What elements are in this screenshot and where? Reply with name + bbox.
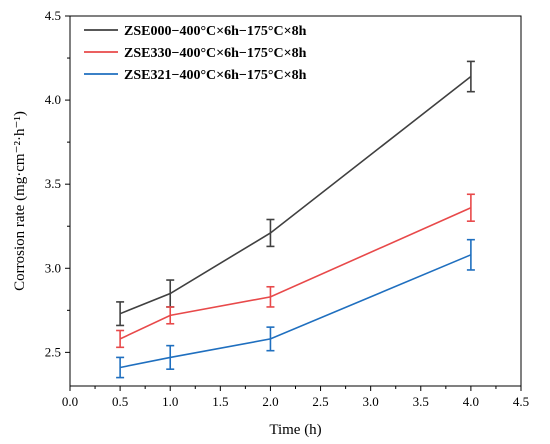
x-tick-label: 1.0 [162, 394, 178, 409]
y-axis-title: Corrosion rate (mg·cm⁻²·h⁻¹) [12, 111, 28, 291]
y-tick-label: 3.0 [45, 260, 61, 275]
legend: ZSE000−400°C×6h−175°C×8h ZSE330−400°C×6h−… [84, 24, 307, 83]
y-tick-label: 4.0 [45, 92, 61, 107]
series-1 [116, 193, 475, 349]
series-layer [116, 60, 475, 379]
legend-label: ZSE321−400°C×6h−175°C×8h [124, 68, 307, 83]
legend-item: ZSE330−400°C×6h−175°C×8h [84, 46, 307, 61]
series-line [119, 254, 472, 369]
legend-label: ZSE000−400°C×6h−175°C×8h [124, 24, 307, 39]
series-line [119, 206, 472, 340]
x-tick-label: 2.5 [312, 394, 328, 409]
x-tick-label: 0.5 [112, 394, 128, 409]
x-axis: 0.0 0.5 1.0 1.5 2.0 2.5 3.0 3.5 4.0 4.5 [62, 386, 529, 409]
y-tick-label: 2.5 [45, 344, 61, 359]
legend-label: ZSE330−400°C×6h−175°C×8h [124, 46, 307, 61]
x-tick-label: 4.0 [463, 394, 479, 409]
series-line [119, 75, 472, 315]
x-tick-label: 1.5 [212, 394, 228, 409]
x-tick-label: 4.5 [513, 394, 529, 409]
x-tick-label: 0.0 [62, 394, 78, 409]
legend-item: ZSE321−400°C×6h−175°C×8h [84, 68, 307, 83]
x-tick-label: 3.5 [413, 394, 429, 409]
x-tick-label: 3.0 [363, 394, 379, 409]
y-tick-label: 4.5 [45, 8, 61, 23]
x-tick-label: 2.0 [262, 394, 278, 409]
x-axis-title: Time (h) [269, 422, 321, 438]
series-2 [116, 238, 475, 379]
y-tick-label: 3.5 [45, 176, 61, 191]
y-axis: 2.5 3.0 3.5 4.0 4.5 [45, 8, 70, 359]
legend-item: ZSE000−400°C×6h−175°C×8h [84, 24, 307, 39]
